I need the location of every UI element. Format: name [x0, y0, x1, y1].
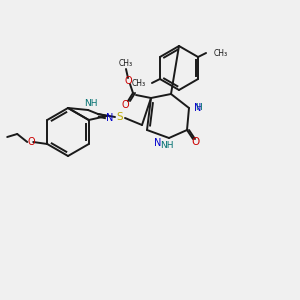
Text: N: N [106, 113, 113, 123]
Text: CH₃: CH₃ [214, 49, 228, 58]
Text: CH₃: CH₃ [132, 79, 146, 88]
Text: CH₃: CH₃ [119, 59, 133, 68]
Text: S: S [117, 112, 123, 122]
Text: N: N [154, 138, 161, 148]
Text: O: O [121, 100, 129, 110]
Text: H: H [196, 103, 202, 112]
Text: NH: NH [160, 142, 174, 151]
Text: NH: NH [84, 98, 98, 107]
Text: O: O [191, 137, 199, 147]
Text: N: N [194, 103, 201, 113]
Text: O: O [124, 76, 132, 86]
Text: O: O [27, 137, 35, 147]
